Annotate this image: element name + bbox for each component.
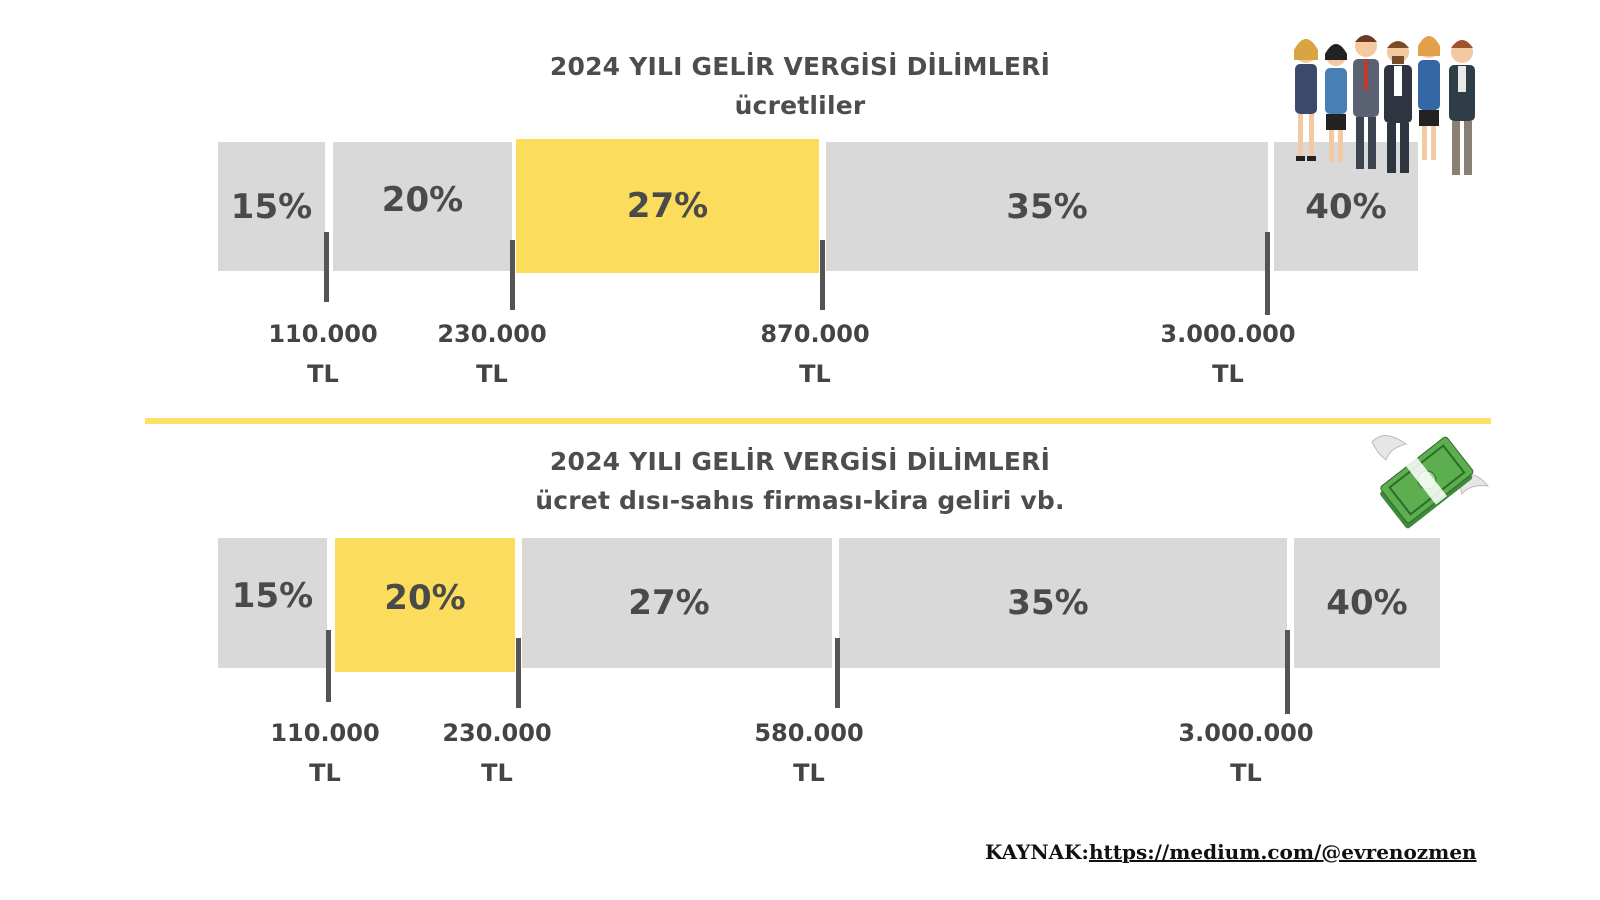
section-1-bracket-3: 27% [516,139,819,273]
section-2-threshold-2: 230.000 TL [442,713,551,793]
flying-money-icon [1371,435,1490,529]
section-1-subtitle: ücretliler [734,91,866,120]
bracket-rate: 27% [628,583,710,623]
section-1-threshold-4: 3.000.000 TL [1160,314,1295,394]
source-prefix: KAYNAK: [985,840,1089,864]
section-2-bracket-2: 20% [335,538,515,672]
section-2-bracket-1: 15% [218,538,327,668]
bracket-rate: 40% [1326,583,1408,623]
section-2-threshold-3: 580.000 TL [754,713,863,793]
bracket-rate: 40% [1305,186,1387,227]
threshold-unit: TL [1212,360,1244,388]
bracket-rate: 20% [381,179,464,220]
section-2-tick-4 [1285,630,1290,714]
business-people-icon [1294,35,1475,175]
section-1-threshold-1: 110.000 TL [268,314,377,394]
section-1-bracket-2: 20% [333,142,512,271]
threshold-unit: TL [793,759,825,787]
threshold-unit: TL [476,360,508,388]
bracket-rate: 15% [230,186,313,227]
section-2-threshold-4: 3.000.000 TL [1178,713,1313,793]
section-2-tick-3 [835,638,840,708]
section-1-tick-3 [820,240,825,310]
threshold-unit: TL [481,759,513,787]
threshold-unit: TL [307,360,339,388]
bracket-rate: 35% [1007,583,1089,623]
section-1-tick-2 [510,240,515,310]
bracket-rate: 15% [231,576,314,616]
threshold-unit: TL [1230,759,1262,787]
threshold-amount: 3.000.000 [1178,719,1314,747]
bracket-rate: 35% [1006,186,1088,227]
section-2-threshold-1: 110.000 TL [270,713,379,793]
section-2-title: 2024 YILI GELİR VERGİSİ DİLİMLERİ [549,447,1051,476]
source-link[interactable]: https://medium.com/@evrenozmen [1088,840,1477,864]
section-1-threshold-2: 230.000 TL [437,314,546,394]
section-1-threshold-3: 870.000 TL [760,314,869,394]
threshold-unit: TL [309,759,341,787]
bracket-rate: 27% [626,186,709,226]
section-1-tick-1 [324,232,329,302]
section-1-tick-4 [1265,232,1270,315]
section-2-bracket-3: 27% [522,538,832,668]
section-2-tick-2 [516,638,521,708]
bracket-rate: 20% [384,578,466,618]
threshold-amount: 230.000 [442,719,552,747]
threshold-amount: 110.000 [270,719,380,747]
threshold-amount: 580.000 [754,719,864,747]
section-divider [145,418,1491,424]
section-1-bracket-4: 35% [826,142,1268,271]
section-2-subtitle: ücret dısı-sahıs firması-kira geliri vb. [535,486,1065,515]
threshold-amount: 870.000 [760,320,870,348]
section-1-bracket-1: 15% [218,142,325,271]
source-credit: KAYNAK:https://medium.com/@evrenozmen [985,840,1477,864]
section-2-bracket-5: 40% [1294,538,1440,668]
section-2-tick-1 [326,630,331,702]
threshold-amount: 3.000.000 [1160,320,1296,348]
section-2-bracket-4: 35% [839,538,1287,668]
threshold-unit: TL [799,360,831,388]
threshold-amount: 110.000 [268,320,378,348]
threshold-amount: 230.000 [437,320,547,348]
section-1-title: 2024 YILI GELİR VERGİSİ DİLİMLERİ [549,52,1051,81]
